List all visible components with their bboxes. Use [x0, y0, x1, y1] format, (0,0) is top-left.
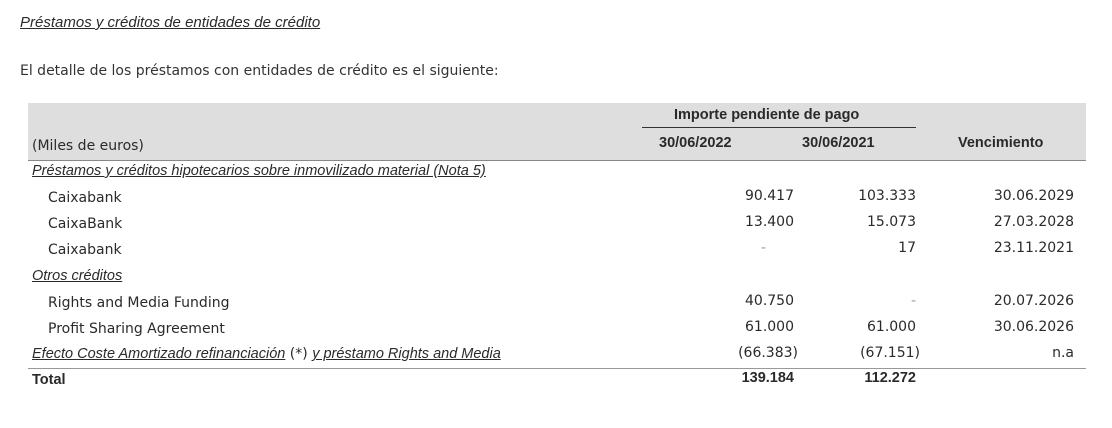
total-value-2022: 139.184 [741, 370, 794, 386]
efecto-value-2021: (67.151) [860, 345, 920, 361]
row-label: CaixaBank [48, 216, 123, 232]
group-header: Importe pendiente de pago [674, 107, 860, 123]
section-title-hipotecarios: Préstamos y créditos hipotecarios sobre … [32, 163, 486, 179]
row-value-2022: 90.417 [745, 188, 794, 204]
section-title: Préstamos y créditos de entidades de cré… [20, 14, 321, 31]
row-vencimiento: 23.11.2021 [993, 240, 1074, 256]
efecto-value-2022: (66.383) [738, 345, 798, 361]
efecto-label-part-c: y préstamo Rights and Media [312, 346, 501, 362]
efecto-vencimiento: n.a [1052, 345, 1074, 361]
row-value-2022: - [760, 240, 766, 256]
row-value-2021: 17 [898, 240, 916, 256]
row-value-2021: 15.073 [867, 214, 916, 230]
column-header-vencimiento: Vencimiento [958, 135, 1044, 151]
row-vencimiento: 20.07.2026 [993, 293, 1074, 309]
row-value-2022: 61.000 [745, 319, 794, 335]
column-header-2022: 30/06/2022 [659, 135, 732, 151]
total-top-rule [28, 368, 1086, 369]
row-label: Rights and Media Funding [48, 295, 230, 311]
table-header-band [28, 103, 1086, 160]
column-header-2021: 30/06/2021 [802, 135, 875, 151]
intro-text: El detalle de los préstamos con entidade… [20, 63, 499, 79]
row-vencimiento: 30.06.2029 [993, 188, 1074, 204]
row-value-2022: 40.750 [745, 293, 794, 309]
efecto-label: Efecto Coste Amortizado refinanciación (… [32, 346, 501, 362]
row-vencimiento: 27.03.2028 [993, 214, 1074, 230]
row-value-2021: - [910, 293, 916, 309]
row-label: Profit Sharing Agreement [48, 321, 225, 337]
efecto-label-asterisk: (*) [289, 346, 308, 362]
total-label: Total [32, 372, 66, 388]
row-label: Caixabank [48, 242, 122, 258]
section-title-otros-creditos: Otros créditos [32, 268, 123, 284]
total-value-2021: 112.272 [864, 370, 916, 386]
unit-label: (Miles de euros) [32, 138, 144, 154]
row-value-2021: 61.000 [867, 319, 916, 335]
efecto-label-part-a: Efecto Coste Amortizado refinanciación [32, 346, 286, 362]
group-header-underline [642, 127, 916, 128]
row-label: Caixabank [48, 190, 122, 206]
row-value-2021: 103.333 [858, 188, 916, 204]
row-value-2022: 13.400 [745, 214, 794, 230]
row-vencimiento: 30.06.2026 [993, 319, 1074, 335]
header-bottom-rule [28, 160, 1086, 161]
